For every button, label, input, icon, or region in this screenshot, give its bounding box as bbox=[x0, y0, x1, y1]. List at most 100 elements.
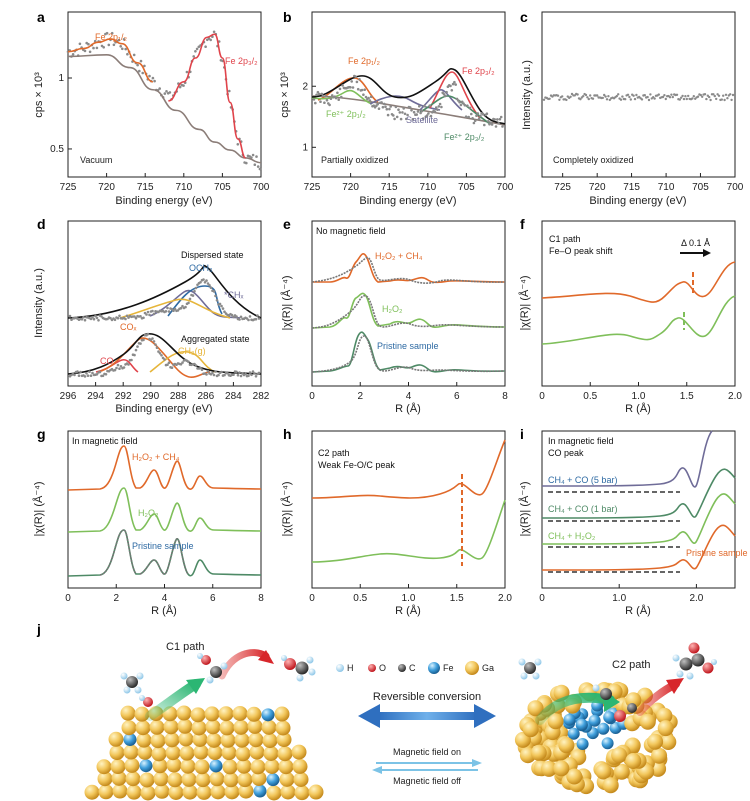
panel-d-data-point bbox=[85, 372, 88, 375]
panel-a-ylabel: cps × 10³ bbox=[33, 72, 45, 118]
panel-b-data-point bbox=[369, 95, 373, 99]
panel-a-data-point bbox=[212, 30, 216, 34]
ga-atom bbox=[192, 731, 208, 747]
panel-f-delta-label: Δ 0.1 Å bbox=[681, 238, 710, 248]
panel-a-data-point bbox=[178, 85, 182, 89]
panel-e-h2o2-label: H₂O₂ bbox=[382, 304, 403, 314]
panel-d-data-point bbox=[238, 371, 241, 374]
panel-a-xtick-label: 705 bbox=[214, 182, 231, 193]
panel-d-chx-peak bbox=[167, 285, 223, 317]
panel-d-data-point bbox=[181, 304, 184, 308]
panel-b-ticks: 725 720 715 710 705 700 1 2 bbox=[302, 81, 513, 193]
panel-b-data-point bbox=[386, 113, 390, 117]
panel-d-data-point bbox=[115, 366, 118, 370]
panel-c-data-point bbox=[680, 96, 683, 99]
ga-atom bbox=[196, 784, 212, 800]
panel-a-data-point bbox=[88, 50, 92, 54]
panel-label-f: f bbox=[520, 216, 525, 232]
panel-f-xlabel: R (Å) bbox=[625, 402, 651, 415]
ga-atom bbox=[232, 705, 248, 721]
panel-a-data-point bbox=[256, 165, 260, 168]
panel-a-data-point bbox=[110, 31, 114, 35]
panel-b-data-point bbox=[440, 105, 443, 109]
panel-d-data-point bbox=[250, 373, 253, 377]
panel-d-data-point bbox=[82, 315, 85, 319]
panel-d-data-point bbox=[253, 372, 256, 375]
reversible-arrow-right-head bbox=[474, 704, 496, 728]
ga-atom bbox=[656, 707, 673, 724]
panel-c-data-point bbox=[722, 94, 725, 97]
panel-a-ytick-label: 1 bbox=[58, 73, 64, 84]
panel-a-data-point bbox=[194, 50, 197, 53]
panel-d-aggregated-label: Aggregated state bbox=[181, 334, 250, 344]
panel-d-data-point bbox=[212, 373, 216, 377]
fe-atom bbox=[253, 784, 267, 798]
panel-d-data-point bbox=[256, 314, 259, 317]
panel-d-data-point bbox=[133, 353, 136, 357]
panel-d-data-point bbox=[145, 313, 148, 316]
panel-d-data-point bbox=[91, 315, 94, 319]
panel-e-ticks: 0 2 4 6 8 bbox=[309, 382, 508, 402]
ga-atom bbox=[194, 759, 210, 775]
panel-b-data-point bbox=[429, 114, 433, 118]
panel-g-h2o2-label: H₂O₂ bbox=[138, 508, 159, 518]
panel-b-data-point bbox=[473, 119, 477, 122]
hydrogen-atom-icon bbox=[336, 664, 344, 672]
panel-b-data-point bbox=[428, 104, 432, 107]
ga-atom bbox=[137, 744, 153, 760]
panel-c-data-point bbox=[701, 95, 704, 99]
panel-c-ylabel: Intensity (a.u.) bbox=[521, 60, 533, 130]
ga-atom bbox=[278, 759, 294, 775]
panel-c-data-point bbox=[699, 93, 702, 97]
panel-d-data-point bbox=[88, 370, 91, 374]
panel-i-ylabel: |χ(R)| (Å⁻⁴) bbox=[518, 481, 531, 536]
panel-c-data-point bbox=[626, 93, 630, 97]
panel-c-data-point bbox=[708, 95, 711, 99]
panel-b-data-point bbox=[420, 109, 424, 113]
panel-i: 0 1.0 2.0 In magnetic field CO peak CH₄ + … bbox=[518, 430, 748, 617]
panel-b-data-point bbox=[321, 94, 325, 98]
ga-atom bbox=[191, 720, 207, 736]
panel-e-h2o2-ch4-curve bbox=[312, 253, 506, 284]
panel-d-data-point bbox=[202, 278, 205, 281]
panel-d-data-point bbox=[251, 370, 255, 373]
panel-b-data-point bbox=[444, 94, 447, 98]
panel-b-data-point bbox=[336, 91, 339, 95]
ga-atom bbox=[140, 785, 156, 801]
panel-b-data-point bbox=[415, 113, 419, 116]
panel-b-data-point bbox=[453, 80, 456, 84]
ga-atom bbox=[84, 784, 100, 800]
ga-atom bbox=[266, 785, 282, 801]
panel-c-data-point bbox=[671, 95, 674, 99]
panel-b-data-point bbox=[454, 83, 458, 86]
panel-c-data-point bbox=[587, 97, 590, 101]
panel-c-data-point bbox=[624, 98, 627, 101]
panel-h-ylabel: |χ(R)| (Å⁻⁴) bbox=[280, 481, 293, 536]
ga-atom bbox=[527, 700, 544, 717]
panel-d-data-point bbox=[127, 363, 130, 366]
panel-c-data-point bbox=[633, 97, 637, 101]
fe-atom bbox=[266, 773, 280, 787]
ga-atom bbox=[291, 744, 307, 760]
panel-g-xlabel: R (Å) bbox=[151, 604, 177, 617]
panel-d-data-point bbox=[163, 358, 166, 361]
panel-c-data-point bbox=[670, 93, 673, 96]
panel-i-co1-curve bbox=[541, 468, 736, 519]
panel-d-data-point bbox=[158, 352, 162, 355]
panel-h-xtick-label: 0 bbox=[309, 593, 315, 604]
panel-b-envelope-fit bbox=[311, 67, 506, 125]
panel-c-data-point bbox=[715, 97, 718, 101]
ga-atom bbox=[647, 733, 664, 750]
panel-b-data-point bbox=[355, 80, 359, 84]
panel-d-data-point bbox=[206, 282, 210, 285]
panel-d-data-point bbox=[142, 316, 145, 320]
panel-label-a: a bbox=[37, 9, 45, 25]
panel-b-data-point bbox=[314, 101, 317, 105]
ga-atom bbox=[190, 707, 206, 723]
panel-b-xtick-label: 700 bbox=[497, 182, 514, 193]
c2-red-arrowhead bbox=[666, 678, 684, 694]
panel-d-ticks: 296 294 292 290 288 286 284 282 bbox=[60, 382, 270, 402]
panel-f-ylabel: |χ(R)| (Å⁻⁴) bbox=[518, 275, 531, 330]
panel-b-data-point bbox=[466, 104, 469, 107]
